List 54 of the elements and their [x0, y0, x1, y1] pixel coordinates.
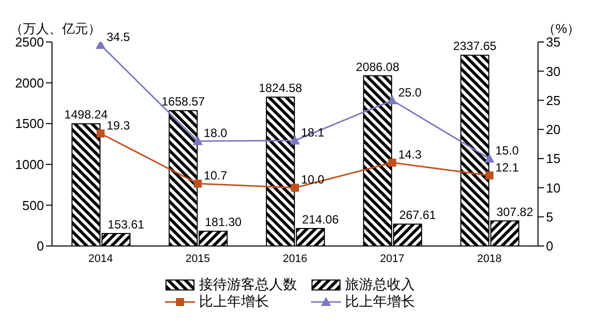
data-label: 19.3 [106, 118, 130, 133]
data-label: 1658.57 [162, 94, 206, 109]
point [387, 95, 398, 104]
y2-tick-label: 25 [546, 92, 560, 108]
point [96, 130, 105, 138]
data-label: 1824.58 [258, 81, 302, 96]
data-label: 18.1 [301, 126, 325, 140]
point [484, 154, 494, 163]
x-tick-label: 2016 [282, 252, 308, 265]
y2-tick-label: 30 [546, 64, 560, 79]
y2-tick-label: 5 [546, 209, 554, 224]
y-tick-label: 500 [22, 198, 44, 213]
data-label: 10.7 [204, 168, 228, 183]
y-tick-label: 2500 [15, 34, 44, 50]
y2-axis-title: （%） [542, 20, 580, 37]
y-tick-label: 2000 [15, 75, 44, 90]
data-label: 25.0 [398, 85, 422, 100]
y-axis-title: （万人、亿元） [10, 20, 101, 37]
data-label: 18.0 [204, 126, 228, 140]
data-label: 2337.65 [453, 39, 497, 54]
legend-label: 比上年增长 [199, 293, 269, 310]
data-label: 34.5 [106, 30, 130, 44]
data-label: 307.82 [496, 204, 534, 219]
data-label: 2086.08 [356, 60, 400, 74]
data-label: 153.61 [108, 217, 145, 232]
point [290, 136, 300, 145]
x-tick-label: 2014 [88, 252, 113, 265]
point [388, 158, 396, 167]
data-label: 1498.24 [64, 108, 108, 122]
point [192, 136, 203, 146]
data-label: 15.0 [495, 144, 520, 158]
data-label: 12.1 [495, 160, 520, 174]
x-tick-label: 2017 [380, 252, 404, 265]
data-label: 10.0 [301, 172, 325, 187]
legend-label: 比上年增长 [345, 293, 415, 310]
point [194, 180, 202, 188]
y-tick-label: 0 [36, 238, 44, 254]
point [291, 184, 299, 192]
data-label: 181.30 [204, 215, 242, 230]
y-tick-label: 1000 [15, 157, 44, 172]
y-tick-label: 1500 [15, 116, 44, 132]
data-label: 214.06 [302, 212, 340, 227]
x-tick-label: 2018 [477, 252, 502, 265]
y2-tick-label: 35 [546, 34, 560, 50]
y2-tick-label: 10 [546, 180, 560, 196]
y2-tick-label: 15 [546, 151, 560, 166]
point [485, 171, 494, 180]
legend-label: 旅游总收入 [345, 276, 415, 293]
data-label: 267.61 [399, 208, 436, 222]
y2-tick-label: 20 [546, 122, 560, 138]
x-tick-label: 2015 [186, 252, 210, 265]
legend-label: 接待游客总人数 [199, 276, 297, 293]
data-label: 14.3 [398, 148, 422, 162]
y2-tick-label: 0 [546, 238, 554, 254]
